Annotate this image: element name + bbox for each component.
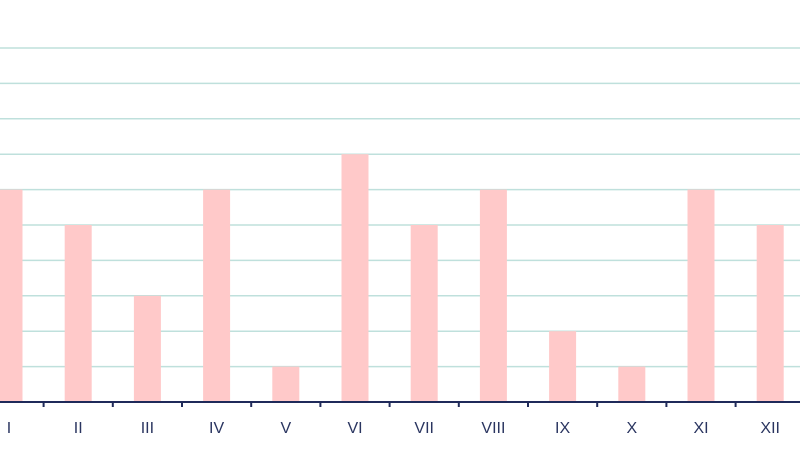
bar-VIII <box>479 189 507 402</box>
x-tick-label: III <box>141 420 154 437</box>
bar-IV <box>203 189 231 402</box>
bar-III <box>133 295 161 402</box>
x-tick-label: IV <box>209 420 224 437</box>
x-tick-label: X <box>626 420 637 437</box>
x-tick-label: VIII <box>481 420 505 437</box>
bar-VII <box>410 225 438 402</box>
x-tick-label: IX <box>555 420 570 437</box>
x-tick-label: II <box>74 420 83 437</box>
bar-VI <box>341 154 369 402</box>
bar-XI <box>687 189 715 402</box>
x-tick-label: XI <box>693 420 708 437</box>
bar-II <box>64 225 92 402</box>
x-tick-label: V <box>280 420 291 437</box>
bar-IX <box>549 331 577 402</box>
bar-I <box>0 189 23 402</box>
x-tick-label: VII <box>414 420 434 437</box>
bar-XII <box>756 225 784 402</box>
bar-X <box>618 366 646 402</box>
x-tick-label: VI <box>347 420 362 437</box>
x-tick-label: XII <box>760 420 780 437</box>
x-tick-label: I <box>7 420 11 437</box>
bar-V <box>272 366 300 402</box>
